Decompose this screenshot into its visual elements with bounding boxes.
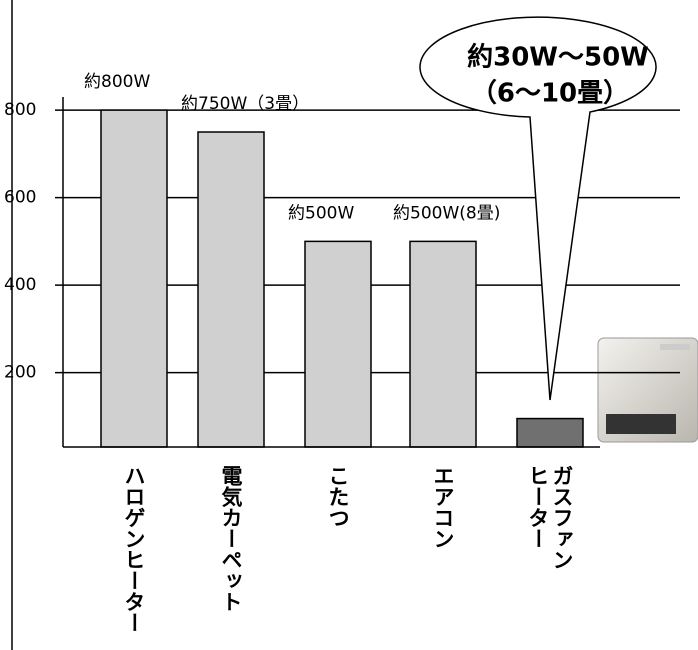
heater-photo (597, 337, 698, 443)
y-tick-label: 200 (4, 363, 36, 383)
annotation: 約30W～50W (467, 42, 649, 73)
value-label: 約800W (84, 72, 150, 92)
callout-bubble (419, 16, 657, 401)
value-label: 約750W（3畳） (181, 94, 309, 114)
x-tick-label: 電気カーペット (219, 465, 243, 612)
x-tick-label: エアコン (431, 465, 455, 549)
bar (516, 417, 584, 448)
callout: 約30W～50W （6～10畳） (419, 16, 657, 401)
annotation: （6～10畳） (471, 79, 629, 109)
bar (100, 109, 168, 448)
bar (409, 240, 477, 448)
y-tick-label: 400 (4, 275, 36, 295)
x-tick-label: ハロゲンヒーター (122, 465, 146, 633)
x-tick-label: ガスファンヒーター (526, 465, 574, 570)
bar (304, 240, 372, 448)
value-label: 約500W(8畳) (393, 203, 500, 223)
bar (197, 131, 265, 448)
value-label: 約500W (288, 203, 354, 223)
y-tick-label: 800 (4, 100, 36, 120)
x-tick-label: こたつ (326, 465, 350, 528)
y-tick-label: 600 (4, 188, 36, 208)
